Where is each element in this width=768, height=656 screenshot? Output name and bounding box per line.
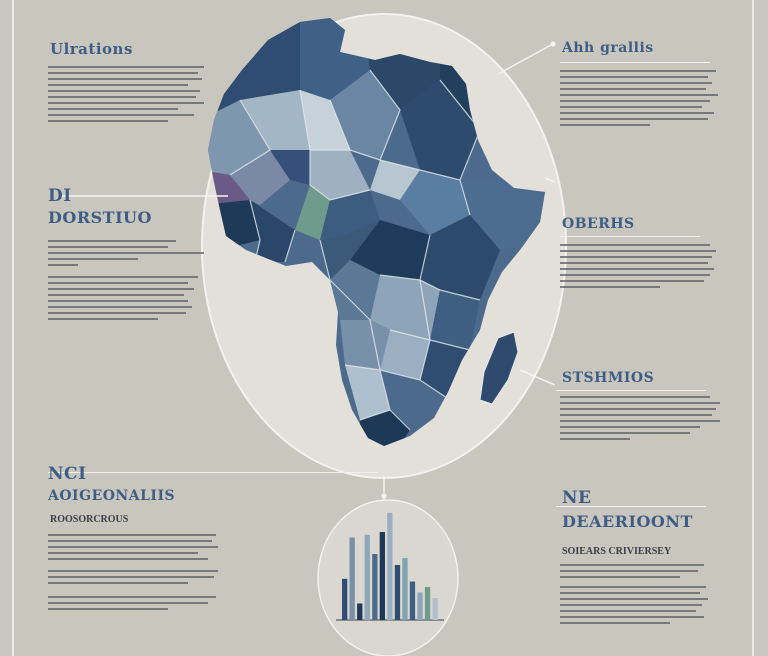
chart-bar-3 — [357, 603, 363, 620]
heading-right-low: STSHMIOS — [562, 370, 655, 386]
heading-right-bottom-small: NE — [562, 488, 592, 508]
heading-top-left: Ulrations — [50, 40, 133, 58]
chart-bar-7 — [387, 512, 393, 621]
madagascar-shape — [479, 331, 519, 405]
heading-left-bottom-small: NCI — [48, 464, 87, 484]
subheading-left-bottom: ROOSORCROUS — [50, 514, 129, 525]
chart-bar-8 — [394, 565, 401, 620]
chart-bar-2 — [349, 537, 355, 620]
paragraph-right-low — [560, 396, 724, 444]
callout-line-right-low — [519, 369, 556, 386]
divider-left-bottom — [48, 472, 378, 473]
divider-right-top — [560, 62, 710, 63]
chart-bar-11 — [417, 592, 423, 620]
heading-right-bottom: DEAERIOONT — [562, 512, 693, 531]
heading-left-bottom: AOIGEONALIIS — [48, 488, 176, 504]
chart-bar-5 — [372, 554, 378, 620]
heading-right-mid: OBERHS — [562, 216, 635, 232]
divider-right-low — [556, 390, 706, 391]
chart-bar-6 — [379, 532, 385, 620]
paragraph-top-left — [48, 66, 204, 126]
right-border-rule — [752, 0, 754, 656]
paragraph-right-bottom — [560, 564, 710, 628]
heading-left-mid-small: DI — [48, 186, 72, 206]
paragraph-right-top — [560, 70, 720, 130]
divider-right-mid — [560, 236, 700, 237]
callout-line-top-right — [497, 43, 554, 75]
paragraph-left-mid — [48, 240, 208, 324]
heading-right-top: Ahh grallis — [562, 40, 654, 56]
heading-left-mid: DORSTIUO — [48, 208, 152, 227]
chart-bar-4 — [364, 534, 370, 621]
paragraph-right-mid — [560, 244, 720, 292]
bar-chart — [342, 512, 438, 621]
chart-bar-10 — [409, 581, 416, 620]
chart-bar-1 — [342, 578, 348, 621]
left-border-rule — [12, 0, 14, 656]
divider-right-bottom — [556, 506, 706, 507]
subheading-right-bottom: SOIEARS CRIVIERSEY — [562, 546, 672, 557]
chart-bar-9 — [402, 558, 408, 620]
paragraph-left-bottom — [48, 534, 220, 614]
chart-bar-13 — [432, 598, 438, 620]
chart-bar-12 — [424, 587, 431, 620]
